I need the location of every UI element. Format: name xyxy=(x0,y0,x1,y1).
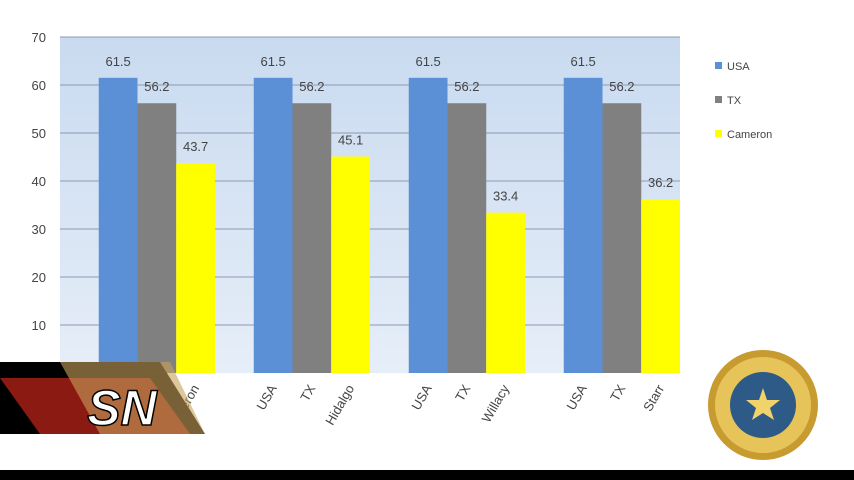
value-label: 61.5 xyxy=(260,54,285,69)
value-label: 43.7 xyxy=(183,139,208,154)
bar xyxy=(253,77,293,374)
legend-label: TX xyxy=(727,95,742,107)
y-tick-label: 70 xyxy=(32,30,46,45)
value-label: 61.5 xyxy=(105,54,130,69)
logo: SN xyxy=(0,362,205,437)
y-tick-label: 30 xyxy=(32,222,46,237)
value-label: 56.2 xyxy=(299,79,324,94)
legend-swatch xyxy=(715,62,722,69)
bar xyxy=(137,103,177,374)
x-tick-label: TX xyxy=(452,382,473,404)
y-tick-label: 60 xyxy=(32,78,46,93)
county-seal xyxy=(708,350,818,460)
bar xyxy=(292,103,332,374)
value-label: 56.2 xyxy=(144,79,169,94)
value-label: 33.4 xyxy=(493,189,518,204)
bar xyxy=(486,212,525,373)
value-label: 36.2 xyxy=(648,175,673,190)
value-label: 45.1 xyxy=(338,133,363,148)
chart: 10 20 30 40 50 60 70 61.5 61.5 61.5 61.5 USA 56.2 56.… xyxy=(32,30,773,436)
bar xyxy=(602,103,642,374)
legend-swatch xyxy=(715,130,722,137)
bar xyxy=(641,199,680,373)
value-label: 56.2 xyxy=(454,79,479,94)
bar xyxy=(331,156,370,373)
bar xyxy=(447,103,487,374)
legend-label: Cameron xyxy=(727,129,772,141)
value-label: 61.5 xyxy=(415,54,440,69)
bar xyxy=(98,77,138,374)
value-label: 61.5 xyxy=(570,54,595,69)
bar xyxy=(176,163,215,373)
x-tick-label: TX xyxy=(607,382,628,404)
bar xyxy=(563,77,603,374)
y-tick-label: 20 xyxy=(32,270,46,285)
y-tick-label: 40 xyxy=(32,174,46,189)
x-tick-label: TX xyxy=(297,382,318,404)
legend-swatch xyxy=(715,96,722,103)
logo-text: SN xyxy=(87,380,157,436)
bar xyxy=(408,77,448,374)
y-tick-label: 50 xyxy=(32,126,46,141)
value-label: 56.2 xyxy=(609,79,634,94)
legend-label: USA xyxy=(727,61,750,73)
y-tick-label: 10 xyxy=(32,318,46,333)
